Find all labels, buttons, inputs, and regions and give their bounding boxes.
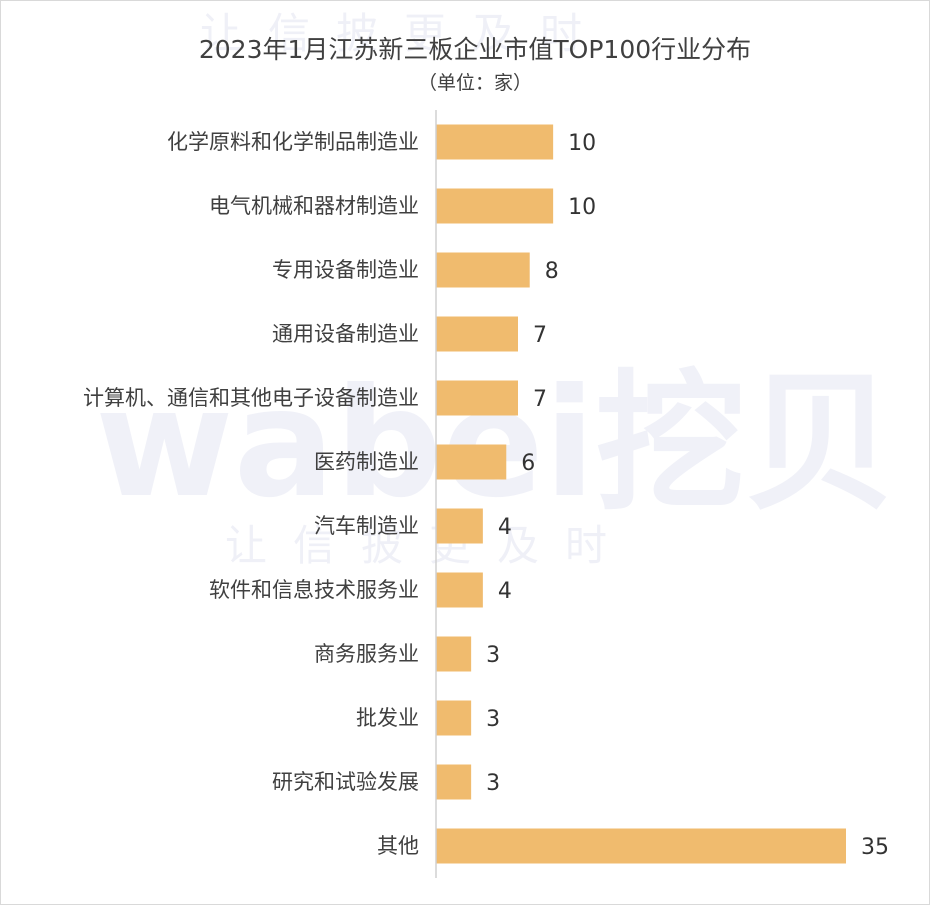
bar <box>436 124 554 160</box>
watermark-slogan-top: 让信披更及时 <box>200 9 608 58</box>
bar <box>436 316 518 352</box>
category-label: 商务服务业 <box>314 642 419 666</box>
data-label: 3 <box>486 771 500 796</box>
data-label: 7 <box>533 323 547 348</box>
category-label: 医药制造业 <box>314 450 419 474</box>
bar <box>436 508 483 544</box>
data-label: 3 <box>486 707 500 732</box>
bar <box>436 444 507 480</box>
category-label: 汽车制造业 <box>314 514 419 538</box>
bar <box>436 572 483 608</box>
bars-group: 化学原料和化学制品制造业 10 电气机械和器材制造业 10 专用设备制造业 8 通用设备制造… <box>83 124 889 864</box>
data-label: 35 <box>861 835 889 860</box>
data-label: 10 <box>568 131 596 156</box>
category-label: 计算机、通信和其他电子设备制造业 <box>83 386 419 410</box>
category-label: 批发业 <box>356 706 419 730</box>
bar <box>436 828 846 864</box>
data-label: 8 <box>545 259 559 284</box>
chart-subtitle: （单位：家） <box>418 72 532 94</box>
category-label: 研究和试验发展 <box>272 770 419 794</box>
category-label: 电气机械和器材制造业 <box>209 194 419 218</box>
data-label: 4 <box>498 579 512 604</box>
bar <box>436 380 518 416</box>
bar <box>436 188 554 224</box>
data-label: 10 <box>568 195 596 220</box>
data-label: 4 <box>498 515 512 540</box>
data-label: 3 <box>486 643 500 668</box>
bar <box>436 764 472 800</box>
category-label: 通用设备制造业 <box>272 322 419 346</box>
watermark-slogan-middle: 让信披更及时 <box>225 521 633 570</box>
bar <box>436 252 530 288</box>
category-label: 其他 <box>377 834 419 858</box>
category-label: 化学原料和化学制品制造业 <box>167 130 419 154</box>
category-label: 软件和信息技术服务业 <box>209 578 419 602</box>
bar <box>436 700 472 736</box>
data-label: 6 <box>521 451 535 476</box>
category-label: 专用设备制造业 <box>272 258 419 282</box>
bar <box>436 636 472 672</box>
chart-title: 2023年1月江苏新三板企业市值TOP100行业分布 <box>199 35 751 64</box>
data-label: 7 <box>533 387 547 412</box>
